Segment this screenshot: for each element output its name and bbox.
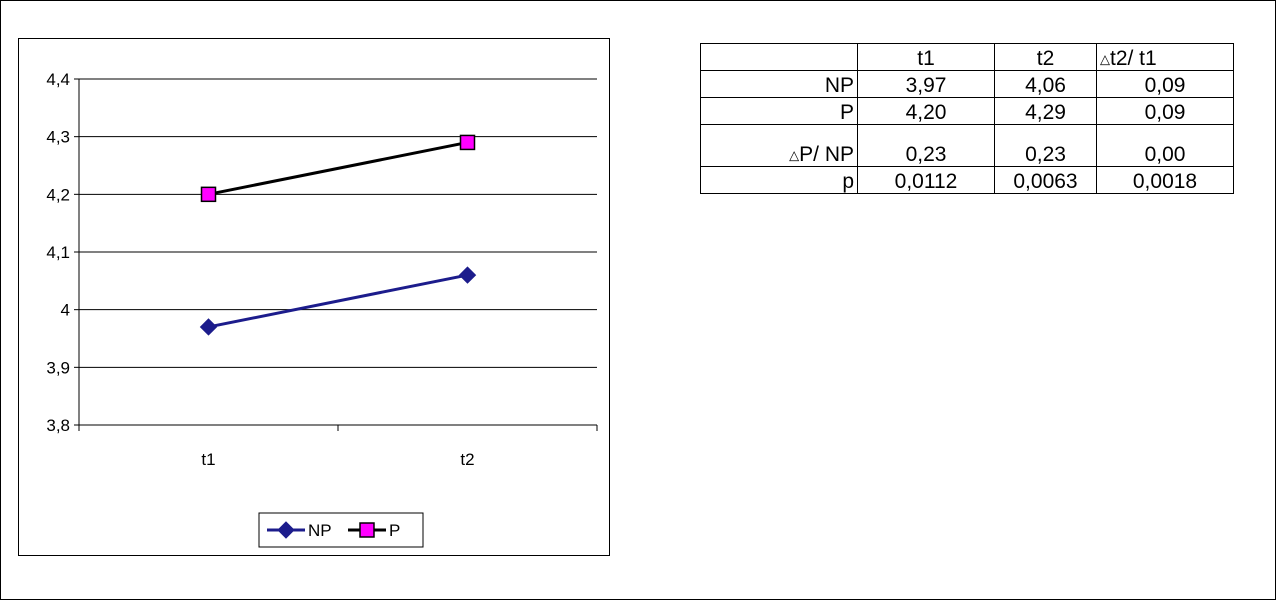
table-cell: 0,00: [1096, 124, 1234, 167]
x-tick-label: t2: [460, 450, 474, 469]
chart-svg: 3,8 3,9 4 4,1 4,2 4,3 4,4 t1 t2 NP P: [46, 70, 598, 548]
data-point-p: [200, 186, 217, 203]
y-tick-label: 4,1: [46, 243, 70, 262]
delta-icon: △: [1100, 51, 1110, 66]
data-point-np: [458, 266, 477, 284]
table-cell: 4,20: [857, 97, 995, 125]
series-line-np: [208, 273, 468, 329]
legend-marker-p: [359, 522, 375, 538]
row-label-p: P: [700, 97, 858, 125]
data-point-p: [459, 134, 476, 151]
legend-label-np: NP: [308, 521, 332, 540]
table-cell: 0,23: [857, 124, 995, 167]
row-label-p-np: △P/ NP: [700, 124, 858, 167]
table-header-t2: t2: [994, 43, 1097, 71]
y-tick-label: 4,4: [46, 70, 70, 89]
data-table: t1 t2 △t2/ t1 NP 3,97 4,06 0,09 P 4,20 4…: [700, 43, 1234, 194]
table-row: NP 3,97 4,06 0,09: [700, 70, 1234, 98]
y-tick-label: 4: [61, 301, 70, 320]
table-cell: 4,29: [994, 97, 1097, 125]
table-cell: 4,06: [994, 70, 1097, 98]
table-header-delta: △t2/ t1: [1096, 43, 1234, 71]
table-header-t1: t1: [857, 43, 995, 71]
table-cell: 0,23: [994, 124, 1097, 167]
data-point-np: [199, 318, 218, 336]
table-cell: 0,0063: [994, 166, 1097, 194]
table-header-row: t1 t2 △t2/ t1: [700, 43, 1234, 71]
row-label-text: P/ NP: [799, 142, 854, 166]
table-row: P 4,20 4,29 0,09: [700, 97, 1234, 125]
y-tick-label: 4,3: [46, 128, 70, 147]
table-row: △P/ NP 0,23 0,23 0,00: [700, 124, 1234, 167]
series-line-p: [208, 140, 468, 196]
table-cell: 0,09: [1096, 97, 1234, 125]
line-chart: 3,8 3,9 4 4,1 4,2 4,3 4,4 t1 t2 NP P: [18, 38, 610, 556]
y-tick-label: 4,2: [46, 185, 70, 204]
delta-icon: △: [789, 147, 800, 162]
table-cell: 0,0018: [1096, 166, 1234, 194]
table-cell: 0,09: [1096, 70, 1234, 98]
table-row: p 0,0112 0,0063 0,0018: [700, 166, 1234, 194]
legend: NP P: [258, 512, 424, 548]
y-tick-label: 3,9: [46, 358, 70, 377]
y-tick-label: 3,8: [46, 416, 70, 435]
table-header-corner: [700, 43, 858, 71]
table-cell: 3,97: [857, 70, 995, 98]
x-tick-label: t1: [201, 450, 215, 469]
table-header-delta-label: t2/ t1: [1110, 46, 1157, 70]
legend-marker-np: [277, 521, 295, 539]
row-label-np: NP: [700, 70, 858, 98]
legend-label-p: P: [389, 521, 400, 540]
table-cell: 0,0112: [857, 166, 995, 194]
row-label-p-value: p: [700, 166, 858, 194]
